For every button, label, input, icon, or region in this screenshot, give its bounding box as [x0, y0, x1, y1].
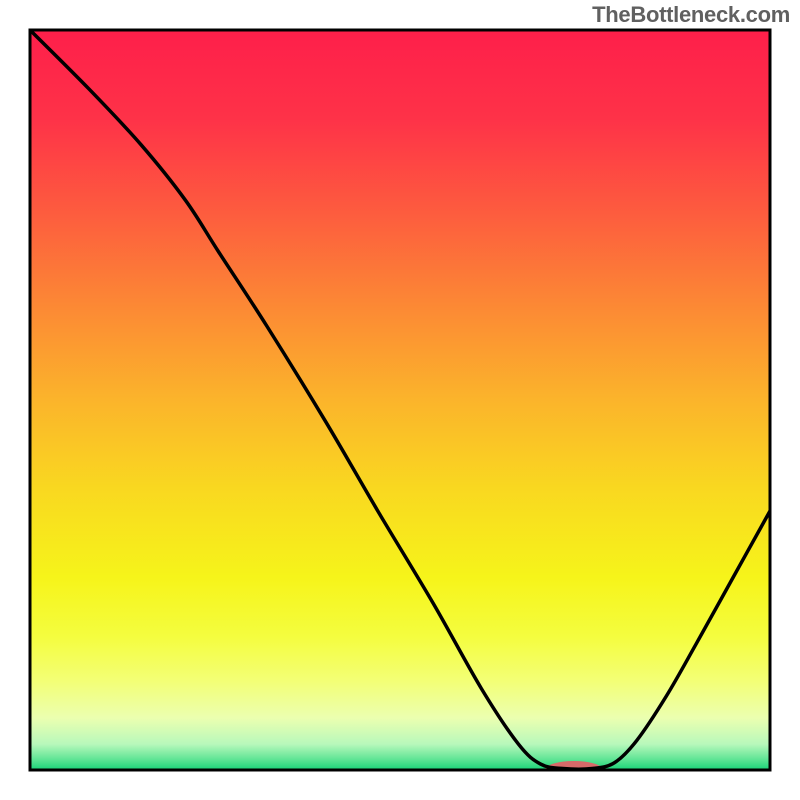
gradient-background: [30, 30, 770, 770]
bottleneck-chart: [0, 0, 800, 800]
watermark-text: TheBottleneck.com: [592, 2, 790, 28]
chart-container: TheBottleneck.com: [0, 0, 800, 800]
